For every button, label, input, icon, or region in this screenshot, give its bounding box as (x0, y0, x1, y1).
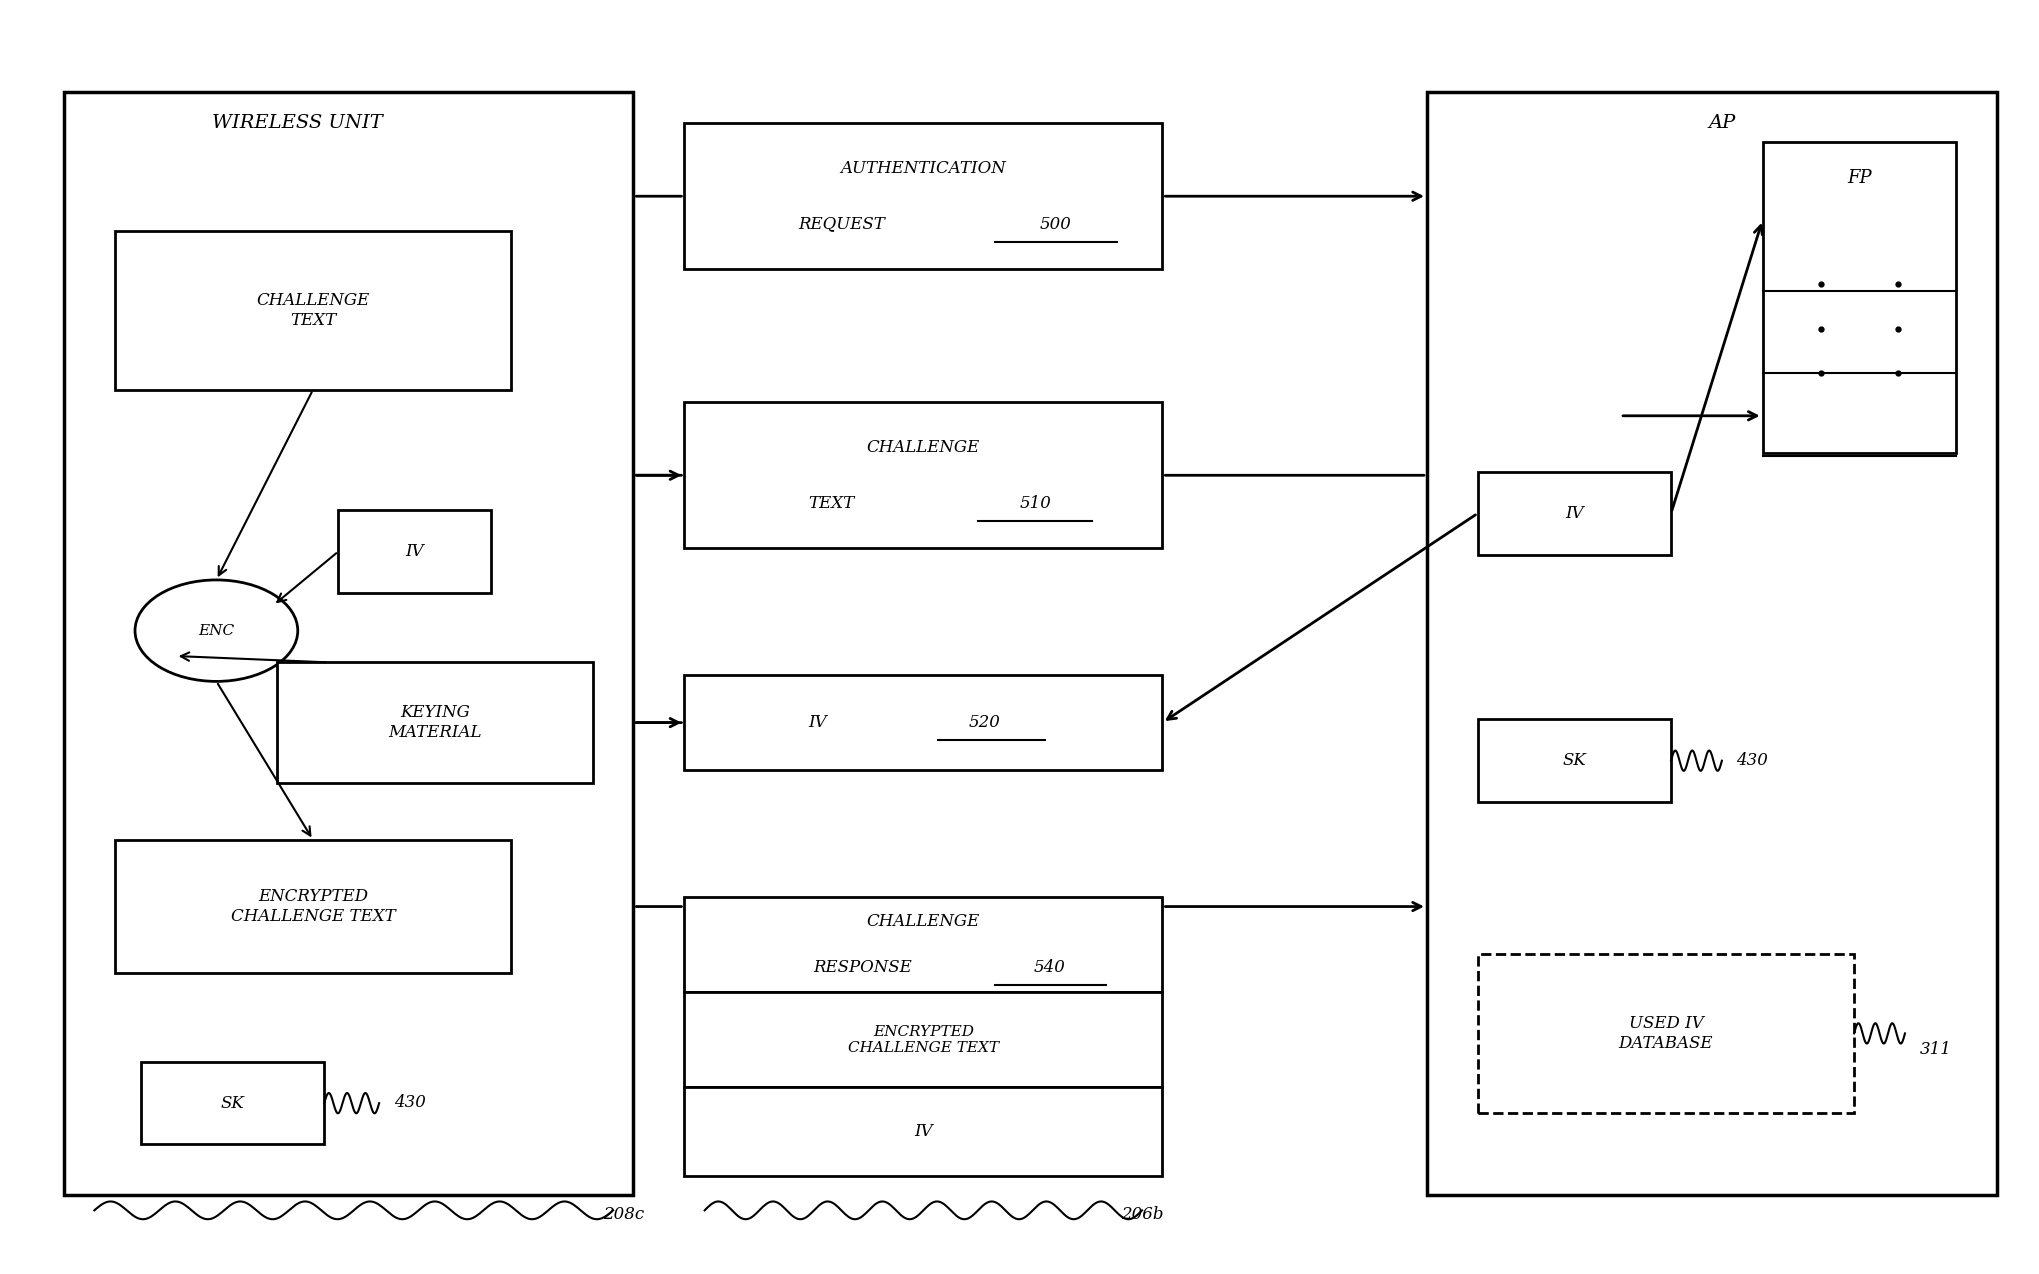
Text: WIRELESS UNIT: WIRELESS UNIT (212, 115, 383, 132)
Text: 208c: 208c (602, 1205, 644, 1223)
Text: USED IV
DATABASE: USED IV DATABASE (1617, 1015, 1713, 1052)
Text: 520: 520 (969, 715, 999, 731)
Text: ENC: ENC (198, 624, 234, 638)
FancyBboxPatch shape (683, 675, 1162, 771)
Text: IV: IV (1564, 505, 1582, 522)
Text: 206b: 206b (1119, 1205, 1162, 1223)
FancyBboxPatch shape (683, 992, 1162, 1087)
FancyBboxPatch shape (114, 840, 512, 973)
FancyBboxPatch shape (1762, 143, 1955, 454)
Text: IV: IV (406, 543, 424, 559)
FancyBboxPatch shape (1425, 92, 1996, 1195)
Text: 510: 510 (1020, 494, 1050, 512)
Text: IV: IV (807, 715, 826, 731)
Text: SK: SK (1562, 752, 1586, 769)
Text: KEYING
MATERIAL: KEYING MATERIAL (387, 705, 481, 741)
Text: SK: SK (220, 1094, 245, 1112)
FancyBboxPatch shape (114, 231, 512, 390)
Text: 311: 311 (1919, 1041, 1951, 1057)
FancyBboxPatch shape (683, 403, 1162, 548)
FancyBboxPatch shape (1476, 954, 1853, 1112)
FancyBboxPatch shape (683, 897, 1162, 992)
FancyBboxPatch shape (683, 1087, 1162, 1176)
Text: FP: FP (1845, 169, 1870, 187)
FancyBboxPatch shape (141, 1063, 324, 1144)
Text: ENCRYPTED
CHALLENGE TEXT: ENCRYPTED CHALLENGE TEXT (230, 888, 396, 925)
Text: CHALLENGE: CHALLENGE (867, 438, 979, 456)
Text: RESPONSE: RESPONSE (814, 959, 911, 976)
Text: ENCRYPTED
CHALLENGE TEXT: ENCRYPTED CHALLENGE TEXT (848, 1024, 999, 1055)
Text: AP: AP (1707, 115, 1735, 132)
FancyBboxPatch shape (683, 124, 1162, 269)
Text: CHALLENGE
TEXT: CHALLENGE TEXT (257, 292, 369, 329)
Text: CHALLENGE: CHALLENGE (867, 913, 979, 930)
FancyBboxPatch shape (1476, 720, 1670, 801)
FancyBboxPatch shape (277, 662, 593, 782)
Text: 540: 540 (1034, 959, 1064, 976)
Text: IV: IV (913, 1124, 932, 1140)
Text: 430: 430 (394, 1094, 426, 1111)
FancyBboxPatch shape (63, 92, 634, 1195)
FancyBboxPatch shape (1476, 473, 1670, 554)
Text: REQUEST: REQUEST (797, 215, 885, 233)
Text: 430: 430 (1735, 752, 1768, 768)
Text: AUTHENTICATION: AUTHENTICATION (840, 159, 1005, 177)
Text: TEXT: TEXT (807, 494, 854, 512)
FancyBboxPatch shape (338, 510, 491, 592)
Circle shape (135, 580, 298, 682)
Text: 500: 500 (1040, 215, 1070, 233)
